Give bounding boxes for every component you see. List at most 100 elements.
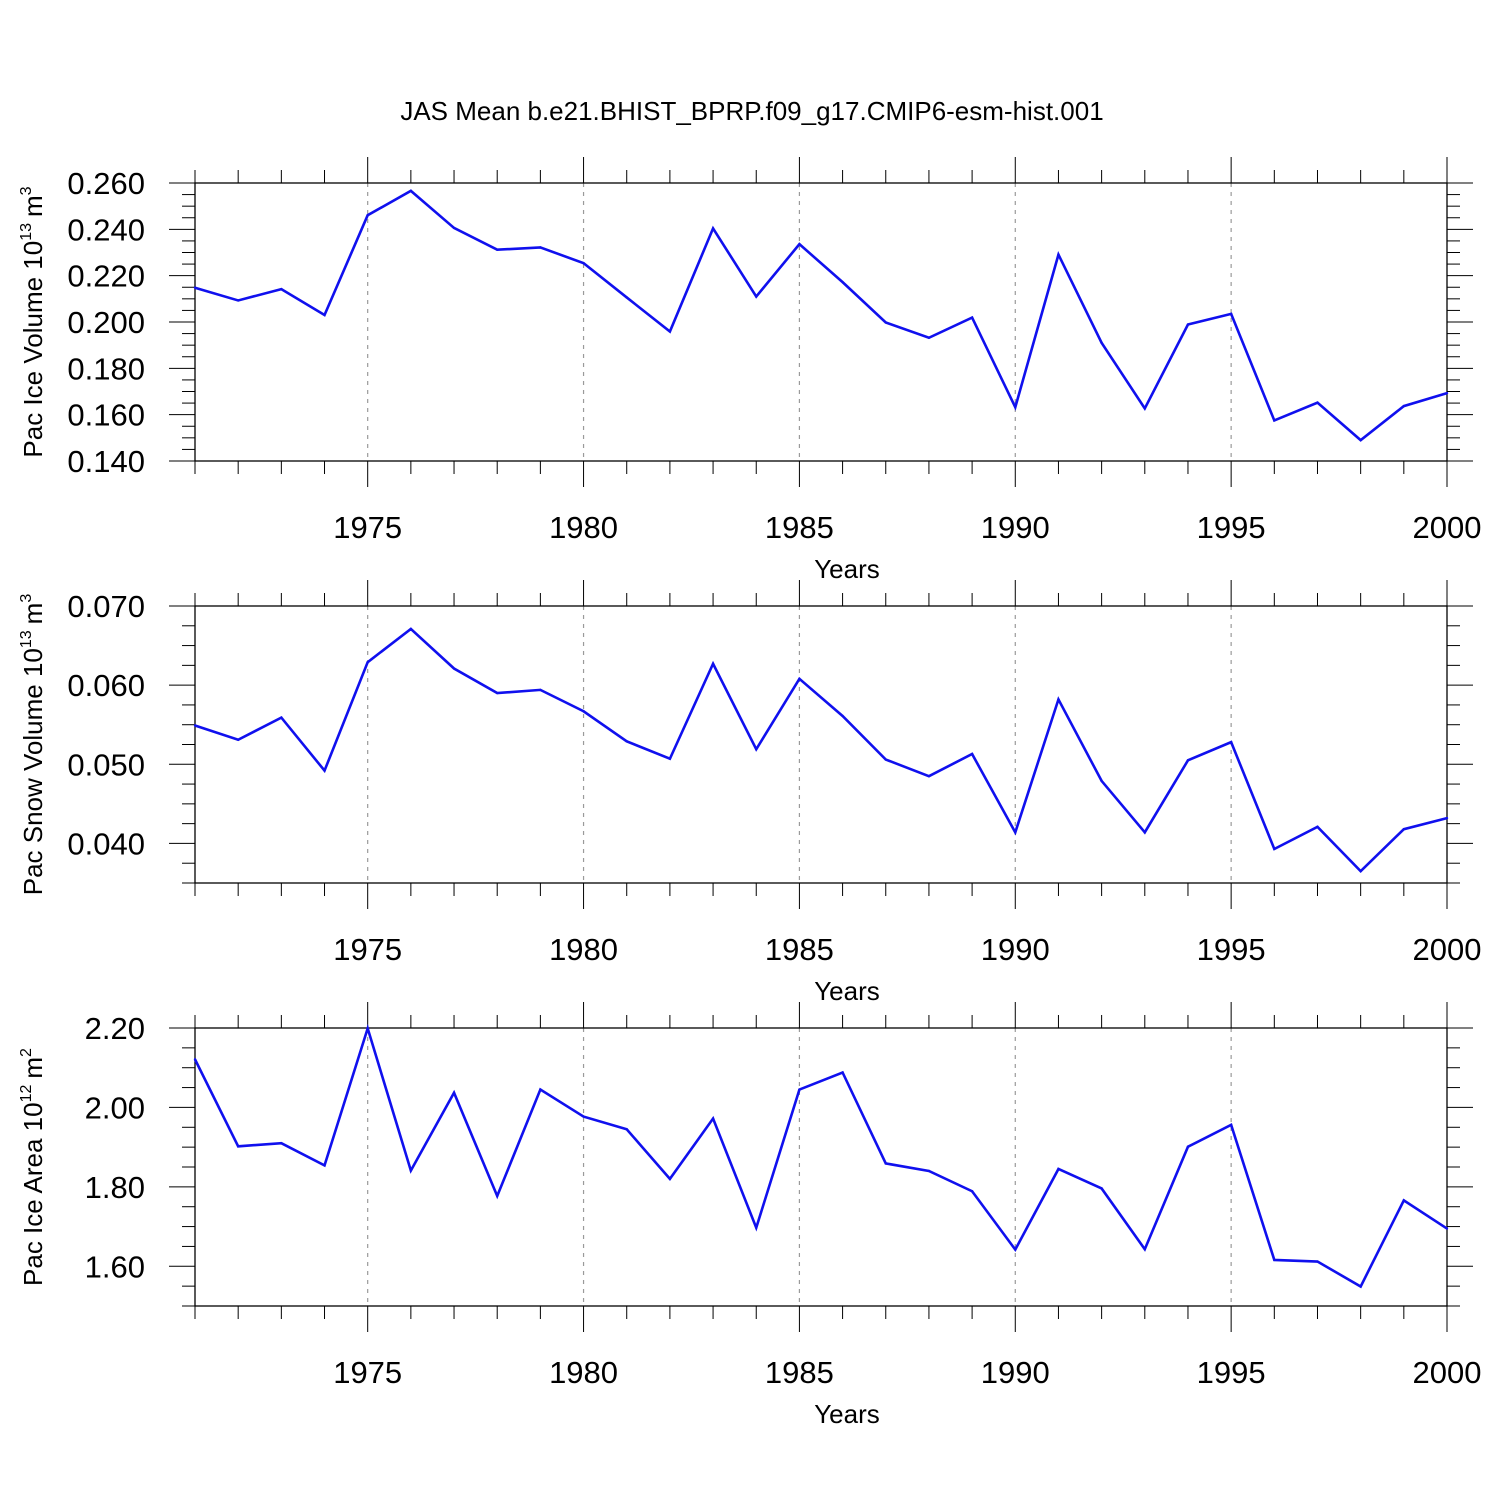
y-axis-title-main: Pac Ice Volume 10: [18, 241, 48, 458]
x-axis-title: Years: [814, 976, 880, 1006]
y-tick-label: 0.200: [67, 305, 145, 340]
pac-ice-area-data-point: [625, 1128, 628, 1131]
pac-ice-volume-data-point: [193, 286, 197, 289]
y-axis-title: Pac Snow Volume 1013 m3: [18, 594, 48, 896]
pac-snow-volume-data-point: [1057, 698, 1060, 701]
pac-snow-volume-data-point: [1402, 827, 1406, 831]
pac-ice-area-data-point: [841, 1071, 844, 1074]
pac-snow-volume-data-point: [539, 688, 542, 692]
pac-ice-volume-data-point: [1445, 391, 1449, 395]
x-tick-label: 1995: [1197, 1355, 1266, 1390]
pac-ice-area-data-point: [236, 1145, 240, 1148]
pac-snow-volume-data-point: [625, 740, 628, 743]
y-tick-label: 0.160: [67, 398, 145, 433]
pac-ice-volume-data-point: [1273, 419, 1276, 422]
pac-ice-area-data-point: [1445, 1227, 1449, 1230]
pac-ice-volume-panel: 1975 1980 1985 1990 1995 2000 0.140 0.160 0.180 0…: [18, 157, 1481, 584]
pac-ice-volume-data-point: [798, 242, 801, 246]
pac-ice-area-data-point: [970, 1190, 974, 1193]
x-tick-label: 1975: [333, 932, 402, 967]
y-axis-title-unit: m: [18, 195, 48, 217]
chart-title: JAS Mean b.e21.BHIST_BPRP.f09_g17.CMIP6-…: [400, 96, 1103, 126]
pac-ice-area-data-point: [280, 1141, 283, 1145]
pac-snow-volume-data-point: [1445, 816, 1449, 820]
x-tick-label: 1985: [765, 932, 834, 967]
x-tick-label: 1975: [333, 1355, 402, 1390]
y-tick-label: 0.240: [67, 212, 145, 247]
x-tick-label: 1995: [1197, 510, 1266, 545]
x-tick-label: 1980: [549, 1355, 618, 1390]
pac-snow-volume-data-point: [1100, 779, 1103, 783]
y-axis-title: Pac Ice Volume 1013 m3: [18, 186, 48, 457]
pac-snow-volume-data-point: [884, 758, 887, 761]
pac-ice-volume-data-point: [927, 336, 931, 339]
pac-ice-area-data-point: [884, 1162, 887, 1165]
y-tick-label: 0.060: [67, 668, 145, 703]
x-tick-label: 1990: [981, 1355, 1050, 1390]
y-tick-label: 1.60: [85, 1249, 145, 1284]
pac-ice-volume-data-point: [1014, 406, 1017, 409]
pac-snow-volume-data-point: [1186, 759, 1190, 762]
pac-ice-area-data-point: [755, 1226, 758, 1229]
pac-snow-volume-data-point: [927, 774, 931, 778]
pac-ice-area-data-point: [1316, 1260, 1319, 1263]
pac-ice-volume-data-point: [1186, 323, 1190, 326]
x-tick-label: 1985: [765, 510, 834, 545]
pac-ice-area-data-point: [452, 1091, 456, 1094]
pac-ice-area-data-point: [1229, 1123, 1233, 1127]
pac-ice-volume-data-point: [539, 246, 542, 249]
x-axis-title: Years: [814, 554, 880, 584]
x-tick-label: 2000: [1413, 932, 1482, 967]
plot-frame: [194, 1027, 1448, 1307]
pac-ice-volume-data-point: [496, 248, 499, 251]
pac-snow-volume-data-point: [236, 738, 240, 741]
plot-frame: [194, 182, 1448, 462]
y-tick-label: 2.00: [85, 1090, 145, 1125]
pac-ice-volume-series-line: [194, 189, 1448, 442]
y-axis-title-unit: m: [18, 1057, 48, 1079]
pac-snow-volume-panel: 1975 1980 1985 1990 1995 2000 0.040 0.050 0.060 0…: [18, 580, 1481, 1006]
pac-ice-volume-data-point: [236, 299, 240, 302]
y-axis-title-main: Pac Ice Area 10: [18, 1102, 48, 1286]
pac-ice-volume-data-point: [1229, 312, 1233, 316]
pac-ice-volume-data-point: [841, 280, 844, 284]
x-tick-label: 1985: [765, 1355, 834, 1390]
pac-ice-volume-data-point: [711, 227, 715, 230]
pac-ice-area-data-point: [1359, 1285, 1362, 1288]
y-tick-label: 1.80: [85, 1170, 145, 1205]
pac-ice-area-data-point: [582, 1115, 585, 1118]
pac-ice-area-series-line: [193, 1024, 1448, 1289]
pac-ice-area-data-point: [927, 1169, 931, 1173]
y-axis-title-main: Pac Snow Volume 10: [18, 648, 48, 895]
y-tick-label: 0.180: [67, 351, 145, 386]
pac-ice-area-data-point: [1143, 1248, 1146, 1251]
pac-snow-volume-data-point: [1229, 740, 1233, 744]
pac-snow-volume-data-point: [668, 757, 672, 760]
x-tick-label: 1980: [549, 932, 618, 967]
pac-snow-volume-data-point: [1273, 847, 1276, 851]
pac-ice-volume-data-point: [366, 214, 369, 217]
pac-ice-volume-data-point: [1316, 401, 1319, 404]
x-tick-label: 1975: [333, 510, 402, 545]
pac-snow-volume-data-point: [193, 724, 197, 727]
pac-snow-volume-data-point: [496, 691, 499, 695]
pac-ice-area-data-point: [1273, 1258, 1276, 1262]
pac-ice-volume-data-point: [1057, 253, 1060, 256]
x-tick-label: 1990: [981, 510, 1050, 545]
pac-snow-volume-data-point: [970, 752, 974, 756]
pac-ice-volume-data-point: [452, 226, 456, 230]
x-tick-label: 2000: [1413, 1355, 1482, 1390]
x-tick-label: 1980: [549, 510, 618, 545]
pac-ice-area-data-point: [711, 1117, 715, 1120]
pac-snow-volume-data-point: [1143, 831, 1146, 834]
y-tick-label: 0.040: [67, 826, 145, 861]
y-axis-title-unit-exponent: 2: [18, 1048, 35, 1057]
pac-snow-volume-data-point: [280, 716, 283, 719]
pac-ice-area-data-point: [798, 1088, 801, 1091]
pac-snow-volume-series-line: [194, 627, 1448, 873]
pac-ice-volume-data-point: [970, 316, 974, 319]
y-axis-title-exponent: 13: [18, 223, 35, 241]
pac-ice-volume-data-point: [280, 287, 283, 291]
pac-ice-volume-data-point: [625, 296, 628, 299]
